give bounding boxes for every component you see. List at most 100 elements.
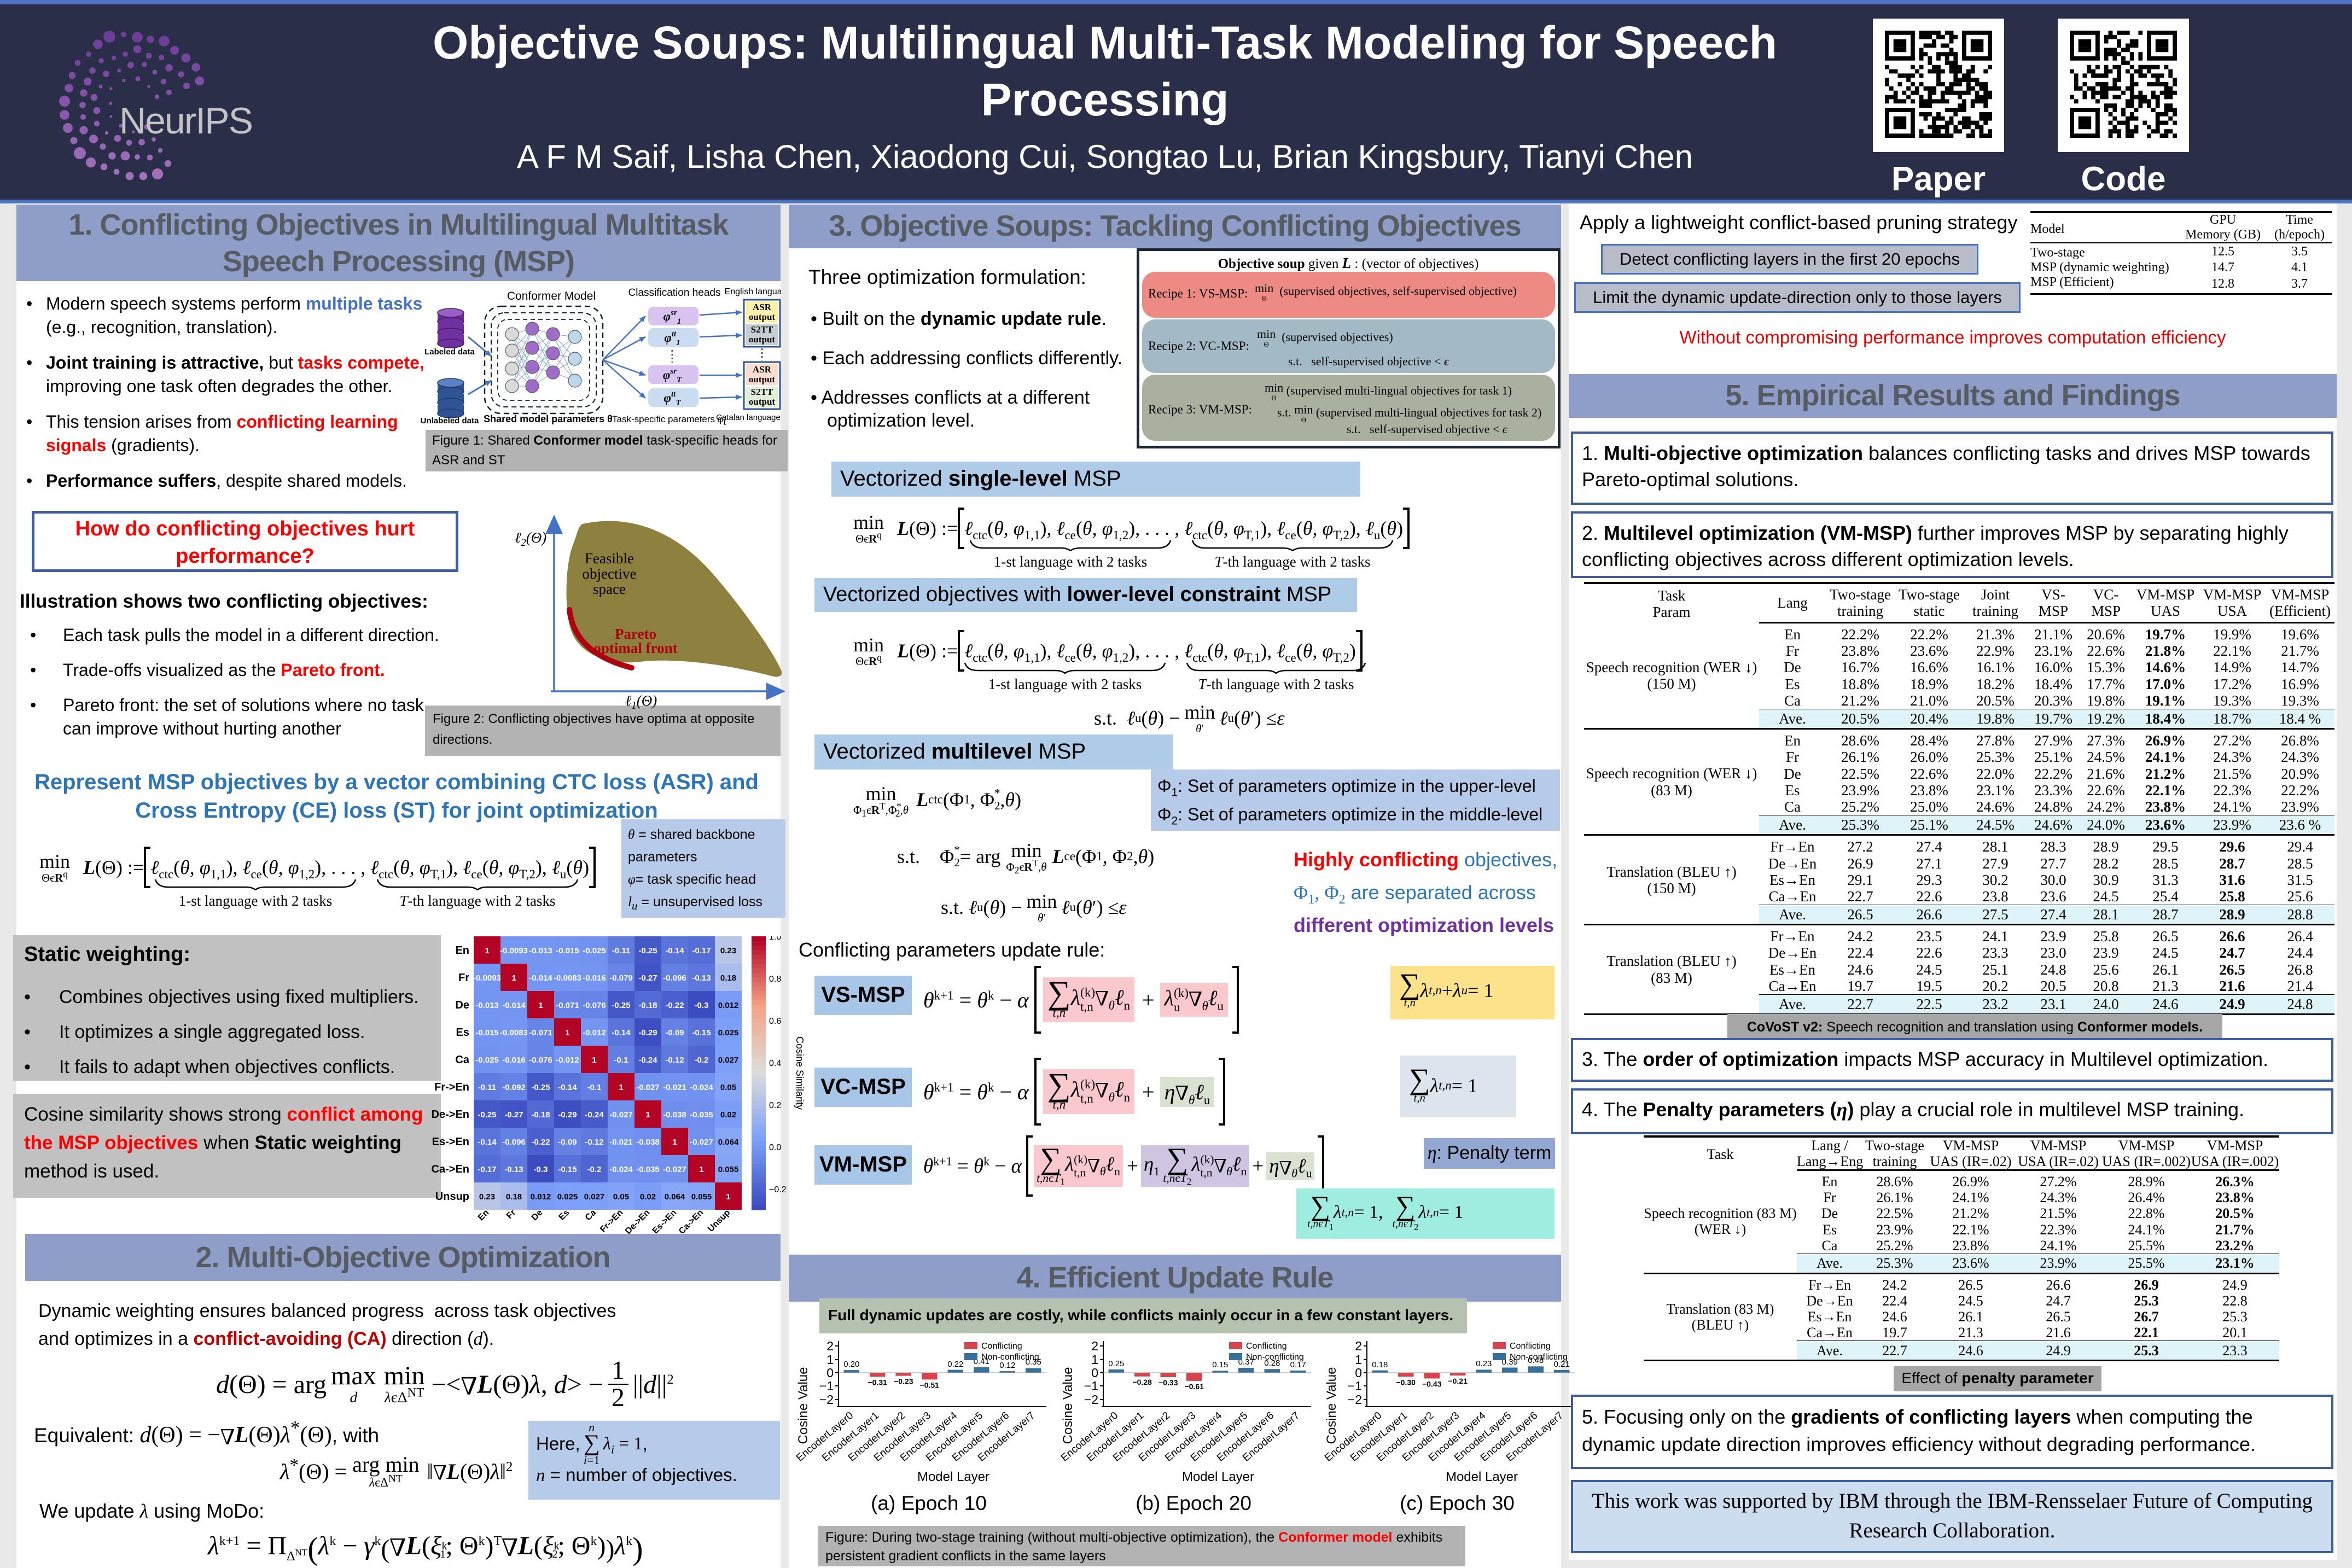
- svg-text:S2TT: S2TT: [751, 324, 773, 335]
- svg-text:-0.2: -0.2: [587, 1165, 602, 1174]
- svg-text:-0.014: -0.014: [502, 1001, 526, 1010]
- svg-text:-0.25: -0.25: [531, 1083, 550, 1092]
- svg-text:-0.024: -0.024: [690, 1083, 713, 1092]
- svg-text:objective: objective: [583, 566, 637, 582]
- svg-text:-0.15: -0.15: [692, 1028, 711, 1037]
- svg-text:0.6: 0.6: [769, 1017, 781, 1026]
- svg-text:-0.18: -0.18: [638, 1001, 657, 1010]
- svg-text:0.23: 0.23: [1476, 1359, 1492, 1368]
- svg-text:0.23: 0.23: [479, 1192, 495, 1202]
- svg-text:Fr->En: Fr->En: [598, 1208, 625, 1234]
- svg-text:Non-conflicting: Non-conflicting: [981, 1353, 1039, 1362]
- svg-text:−0.28: −0.28: [1132, 1378, 1152, 1386]
- svg-text:0.22: 0.22: [947, 1360, 963, 1369]
- svg-text:0: 0: [1091, 1366, 1098, 1380]
- svg-text:−0.61: −0.61: [1184, 1382, 1204, 1391]
- svg-text:optimal front: optimal front: [593, 640, 677, 656]
- svg-text:0.02: 0.02: [640, 1192, 656, 1202]
- svg-text:0.025: 0.025: [557, 1192, 578, 1202]
- svg-text:0.012: 0.012: [531, 1192, 551, 1202]
- svg-text:ASR: ASR: [753, 364, 772, 375]
- svg-text:−0.43: −0.43: [1422, 1380, 1442, 1389]
- svg-text:Es->En: Es->En: [432, 1136, 469, 1148]
- svg-text:0.064: 0.064: [718, 1138, 739, 1147]
- svg-text:English language: English language: [725, 287, 781, 296]
- svg-text:-0.12: -0.12: [585, 1138, 603, 1147]
- svg-text:−1: −1: [819, 1379, 834, 1393]
- svg-text:-0.0083: -0.0083: [500, 1028, 528, 1037]
- svg-text:-0.17: -0.17: [478, 1165, 496, 1174]
- svg-text:1: 1: [672, 1138, 677, 1147]
- svg-text:Unsup: Unsup: [435, 1191, 469, 1203]
- svg-text:-0.021: -0.021: [609, 1138, 633, 1147]
- svg-text:−2: −2: [1084, 1392, 1098, 1407]
- svg-text:-0.15: -0.15: [558, 1165, 577, 1174]
- svg-text:Pareto: Pareto: [615, 626, 656, 642]
- svg-text:-0.1: -0.1: [614, 1056, 628, 1065]
- svg-text:De: De: [455, 999, 469, 1011]
- svg-text:-0.11: -0.11: [478, 1083, 496, 1092]
- svg-text:1: 1: [538, 1001, 543, 1010]
- svg-text:-0.076: -0.076: [583, 1001, 606, 1010]
- svg-text:Cosine Similarity: Cosine Similarity: [794, 1036, 805, 1110]
- svg-text:-0.09: -0.09: [665, 1028, 684, 1037]
- svg-text:Es: Es: [557, 1208, 571, 1222]
- svg-text:output: output: [749, 374, 776, 384]
- svg-text:Labeled data: Labeled data: [424, 347, 475, 357]
- svg-text:-0.024: -0.024: [609, 1165, 633, 1174]
- svg-text:En: En: [455, 945, 469, 957]
- svg-text:-0.012: -0.012: [556, 1056, 579, 1065]
- svg-text:-0.12: -0.12: [665, 1056, 684, 1065]
- svg-text:output: output: [749, 334, 776, 345]
- svg-text:-0.14: -0.14: [558, 1083, 577, 1092]
- svg-text:-0.1: -0.1: [587, 1083, 602, 1092]
- svg-text:-0.3: -0.3: [695, 1001, 709, 1010]
- svg-text:space: space: [593, 581, 626, 597]
- svg-text:-0.071: -0.071: [556, 1001, 579, 1010]
- svg-text:-0.021: -0.021: [663, 1083, 686, 1092]
- svg-text:−0.31: −0.31: [868, 1378, 887, 1387]
- svg-text:0.055: 0.055: [718, 1165, 739, 1174]
- svg-text:1.0: 1.0: [769, 936, 781, 942]
- svg-text:-0.035: -0.035: [690, 1110, 713, 1120]
- svg-text:-0.17: -0.17: [692, 946, 711, 955]
- svg-text:0.18: 0.18: [506, 1192, 522, 1202]
- svg-text:1: 1: [826, 1353, 834, 1367]
- svg-text:-0.3: -0.3: [534, 1165, 548, 1174]
- svg-text:Non-conflicting: Non-conflicting: [1246, 1353, 1304, 1362]
- svg-text:Model Layer: Model Layer: [1182, 1470, 1254, 1484]
- svg-text:output: output: [749, 312, 776, 322]
- svg-text:0.8: 0.8: [769, 975, 781, 984]
- svg-text:-0.25: -0.25: [638, 946, 657, 955]
- svg-text:-0.14: -0.14: [478, 1138, 497, 1147]
- svg-text:0.064: 0.064: [665, 1192, 685, 1202]
- svg-text:−0.21: −0.21: [1448, 1377, 1468, 1385]
- svg-text:De: De: [530, 1208, 545, 1223]
- svg-text:1: 1: [1355, 1353, 1362, 1367]
- svg-text:−0.51: −0.51: [919, 1380, 939, 1389]
- svg-text:-0.27: -0.27: [504, 1110, 523, 1120]
- svg-text:1: 1: [565, 1028, 569, 1037]
- svg-text:-0.025: -0.025: [583, 946, 606, 955]
- svg-text:-0.25: -0.25: [612, 1001, 630, 1010]
- svg-text:0.18: 0.18: [720, 974, 736, 983]
- svg-text:-0.076: -0.076: [529, 1056, 552, 1065]
- svg-text:-0.18: -0.18: [531, 1110, 550, 1120]
- svg-text:-0.0093: -0.0093: [500, 946, 528, 955]
- svg-text:-0.012: -0.012: [583, 1028, 606, 1037]
- svg-text:-0.027: -0.027: [663, 1165, 686, 1174]
- svg-text:0.4: 0.4: [769, 1059, 781, 1068]
- svg-text:Non-conflicting: Non-conflicting: [1510, 1353, 1568, 1362]
- svg-text:-0.079: -0.079: [609, 974, 633, 983]
- svg-text:1: 1: [592, 1056, 596, 1065]
- svg-text:-0.22: -0.22: [665, 1001, 684, 1010]
- svg-text:2: 2: [826, 1339, 834, 1353]
- svg-text:Unlabeled data: Unlabeled data: [421, 416, 479, 425]
- svg-text:-0.0093: -0.0093: [473, 974, 501, 983]
- svg-text:-0.29: -0.29: [558, 1110, 577, 1120]
- svg-text:0.15: 0.15: [1212, 1360, 1228, 1369]
- svg-text:-0.015: -0.015: [556, 946, 579, 955]
- svg-text:ASR: ASR: [753, 302, 772, 312]
- svg-text:De->En: De->En: [624, 1208, 651, 1236]
- svg-text:En: En: [476, 1208, 491, 1222]
